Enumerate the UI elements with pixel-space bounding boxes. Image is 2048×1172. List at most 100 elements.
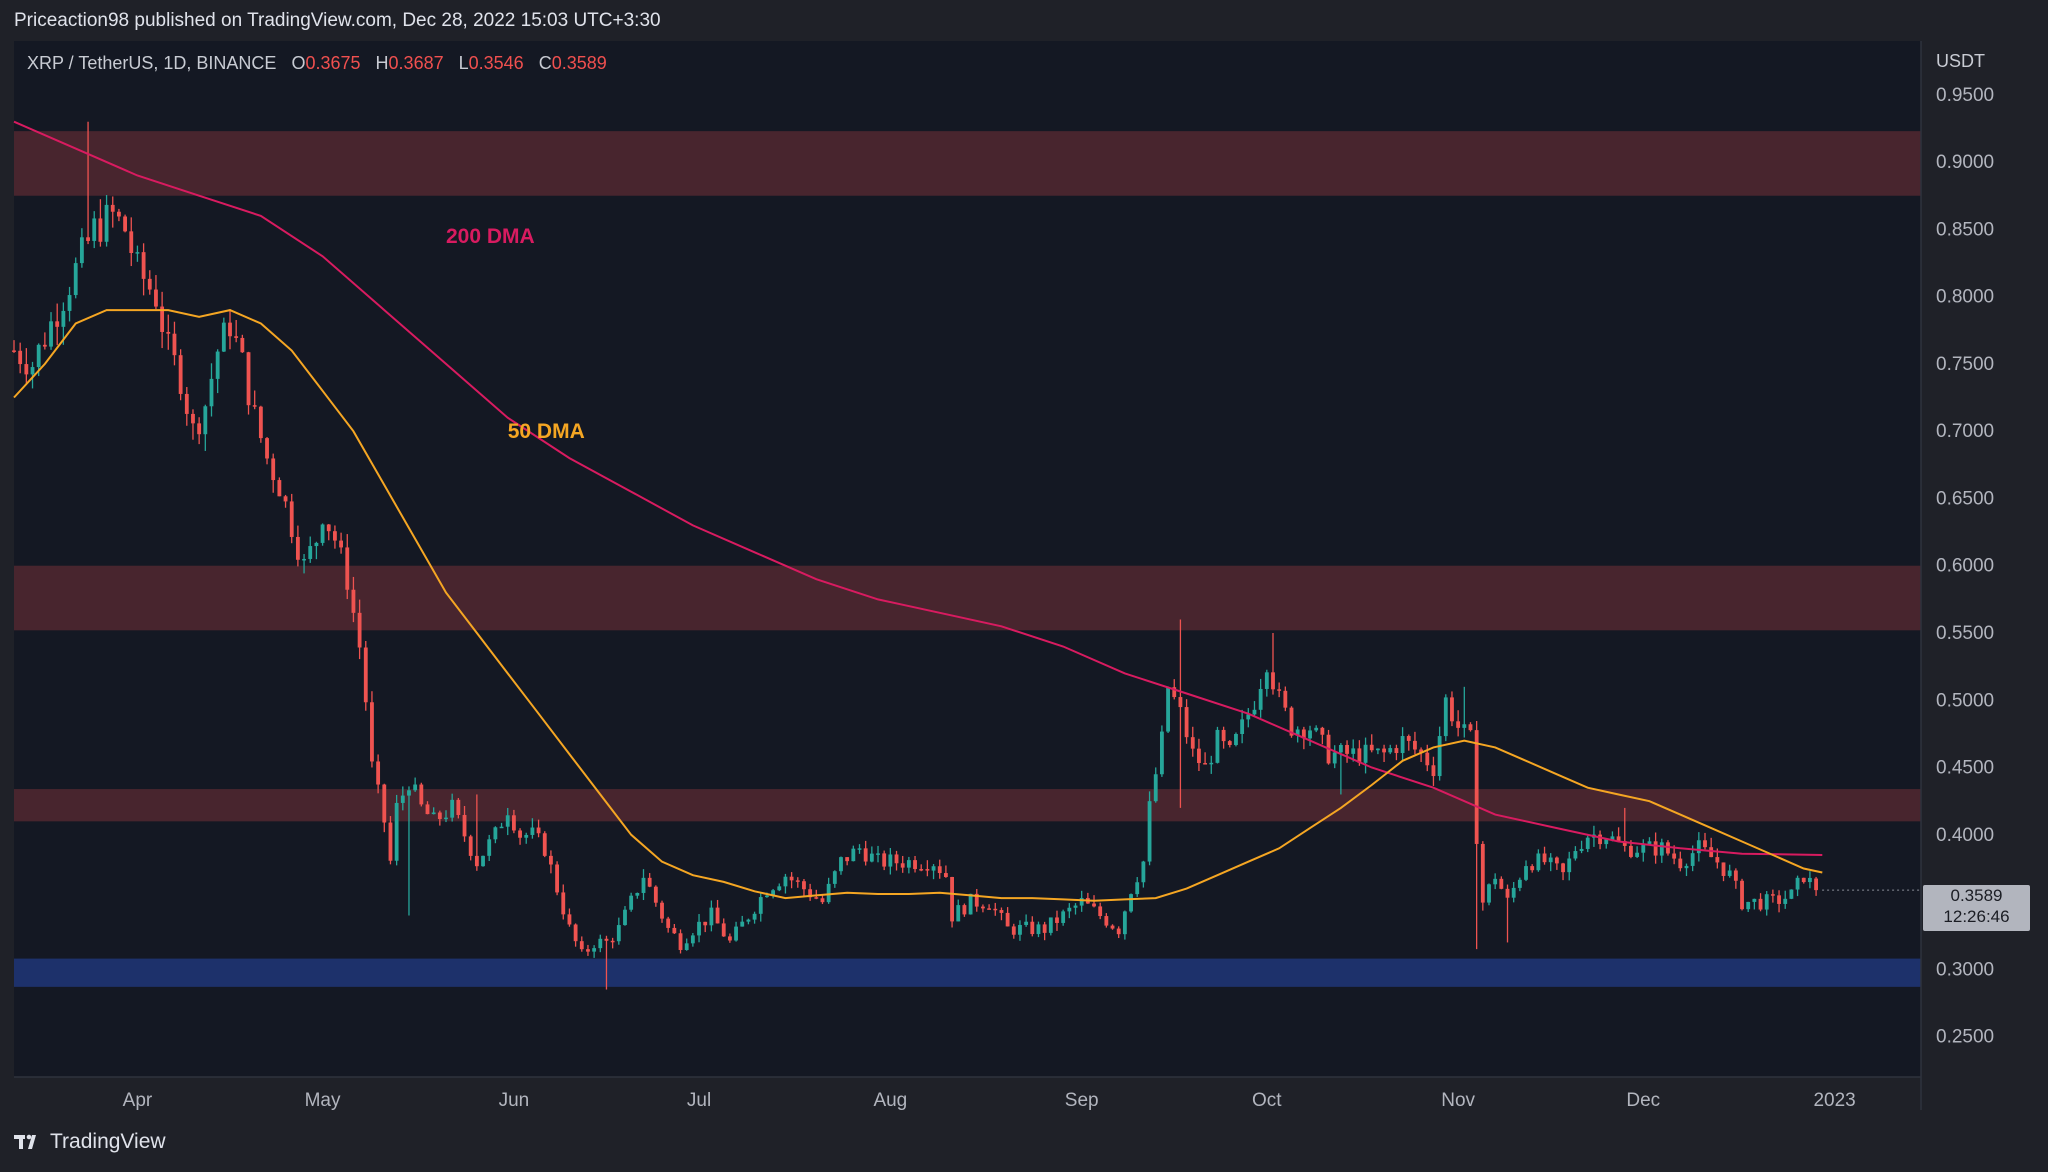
- candle-body: [1678, 858, 1683, 869]
- x-tick-label: Jun: [499, 1090, 530, 1111]
- candle-body: [1258, 688, 1263, 710]
- candle-body: [579, 941, 584, 950]
- x-tick-label: Nov: [1441, 1090, 1475, 1111]
- candle-body: [715, 907, 720, 924]
- support-zone-3: [14, 958, 1921, 987]
- candle-body: [147, 278, 152, 290]
- candle-body: [1024, 921, 1029, 925]
- candle-body: [1703, 840, 1707, 848]
- candle-body: [1450, 697, 1454, 722]
- ma50-label: 50 DMA: [508, 420, 585, 443]
- candle-body: [666, 918, 671, 928]
- candle-body: [444, 817, 448, 820]
- candle-body: [382, 784, 387, 823]
- candle-body: [697, 921, 701, 936]
- candle-body: [1480, 843, 1485, 903]
- candle-body: [1764, 894, 1769, 910]
- candle-body: [1184, 707, 1189, 738]
- candle-body: [857, 848, 862, 850]
- symbol-name[interactable]: XRP / TetherUS, 1D, BINANCE: [27, 53, 277, 73]
- candle-body: [400, 795, 405, 803]
- candle-body: [950, 876, 954, 922]
- candle-body: [425, 804, 430, 815]
- candle-body: [1234, 733, 1238, 746]
- y-tick-label: 0.6500: [1936, 488, 1994, 509]
- candle-body: [746, 919, 751, 922]
- y-tick-label: 0.4500: [1936, 758, 1994, 779]
- candle-body: [1394, 748, 1399, 754]
- candle-body: [1567, 858, 1572, 873]
- candle-body: [1721, 862, 1726, 876]
- candle-body: [1807, 877, 1812, 883]
- candle-body: [61, 310, 66, 327]
- candle-body: [345, 547, 350, 590]
- candle-body: [178, 355, 183, 394]
- candle-body: [172, 333, 177, 356]
- candle-body: [1005, 912, 1010, 927]
- candle-body: [542, 833, 547, 856]
- candle-body: [1727, 870, 1732, 876]
- candle-body: [1098, 906, 1103, 917]
- y-tick-label: 0.7000: [1936, 421, 1994, 442]
- candle-body: [1363, 744, 1368, 763]
- candle-body: [900, 863, 905, 868]
- candle-body: [1474, 730, 1479, 844]
- candle-body: [1653, 841, 1658, 856]
- candle-body: [968, 893, 973, 915]
- candle-body: [974, 893, 979, 907]
- candle-body: [783, 876, 788, 887]
- candle-body: [999, 910, 1004, 913]
- candle-body: [1505, 888, 1510, 898]
- candle-body: [1715, 857, 1720, 863]
- candle-body: [536, 827, 541, 834]
- candle-body: [1048, 917, 1053, 933]
- candle-body: [672, 927, 677, 934]
- chart-pane[interactable]: [14, 41, 1921, 1077]
- candle-body: [684, 943, 689, 950]
- candle-body: [906, 860, 911, 868]
- candle-body: [493, 827, 498, 840]
- last-price: 0.3589: [1950, 886, 2003, 905]
- candle-body: [234, 336, 239, 338]
- candle-body: [67, 295, 72, 311]
- candle-body: [765, 895, 769, 898]
- candle-body: [1616, 836, 1621, 842]
- candle-body: [1437, 736, 1442, 777]
- candle-body: [1159, 731, 1164, 775]
- candle-body: [1055, 917, 1059, 923]
- candle-body: [635, 892, 640, 896]
- candle-body: [752, 913, 757, 920]
- candle-body: [1752, 898, 1757, 902]
- candle-body: [814, 897, 819, 899]
- candle-body: [450, 799, 455, 818]
- candle-body: [98, 218, 103, 242]
- candle-body: [79, 237, 84, 264]
- candle-body: [1659, 842, 1664, 856]
- candle-body: [1746, 901, 1751, 910]
- candle-body: [481, 855, 485, 867]
- candle-body: [197, 423, 202, 435]
- open-value: 0.3675: [305, 53, 361, 73]
- candle-body: [468, 836, 473, 856]
- candle-body: [851, 848, 856, 862]
- candle-body: [277, 480, 282, 497]
- resistance-zone-0: [14, 131, 1921, 196]
- candle-body: [283, 496, 288, 502]
- candle-body: [505, 815, 510, 827]
- candle-body: [1610, 836, 1615, 840]
- tradingview-footer[interactable]: TradingView: [14, 1130, 166, 1154]
- candle-body: [647, 877, 652, 887]
- candle-body: [616, 925, 621, 942]
- candle-body: [1382, 748, 1386, 753]
- candle-body: [937, 866, 942, 874]
- candle-body: [1524, 866, 1528, 880]
- candle-body: [1493, 878, 1498, 885]
- candle-body: [18, 350, 23, 365]
- candle-body: [913, 860, 917, 870]
- high-value: 0.3687: [388, 53, 444, 73]
- candle-body: [777, 886, 782, 891]
- candle-body: [1209, 762, 1214, 765]
- candle-body: [1345, 744, 1349, 754]
